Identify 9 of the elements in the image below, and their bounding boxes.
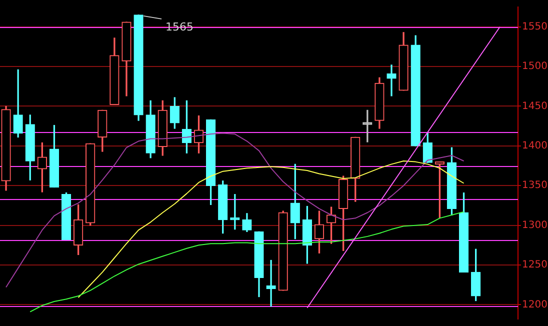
y-tick-label: 1250: [522, 260, 548, 271]
candlestick: [386, 64, 396, 96]
y-tick-label: 1300: [522, 220, 548, 231]
y-tick-label: 1200: [522, 299, 548, 310]
y-tick-label: 1350: [522, 180, 548, 192]
y-tick-label: 1400: [522, 140, 548, 152]
y-tick-label: 1500: [522, 61, 548, 72]
y-tick-label: 1450: [522, 100, 548, 112]
y-tick-label: 1550: [522, 21, 548, 32]
